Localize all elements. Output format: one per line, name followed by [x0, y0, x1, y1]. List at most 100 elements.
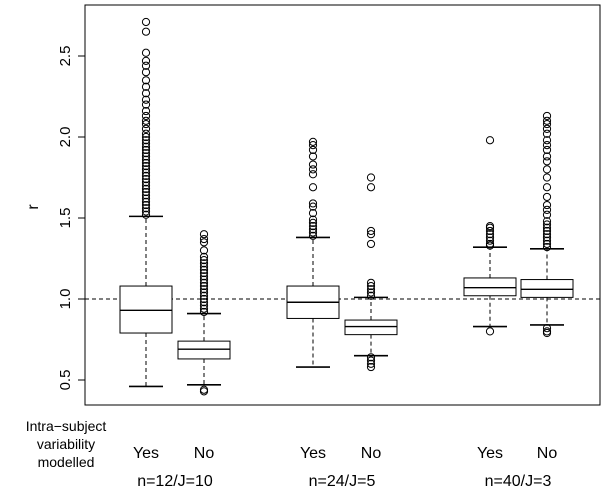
group-label: n=24/J=5 — [309, 473, 376, 490]
outlier-point — [199, 385, 209, 394]
outlier-point — [366, 281, 376, 291]
outlier-point — [141, 136, 151, 145]
outlier-point — [542, 165, 552, 174]
y-tick-label: 2.0 — [57, 127, 74, 148]
outlier-point — [308, 202, 318, 211]
outlier-point — [542, 111, 552, 121]
outlier-point — [141, 48, 151, 57]
outlier-point — [542, 136, 552, 145]
outlier-point — [542, 230, 552, 239]
box-body — [344, 319, 398, 336]
outlier-point — [141, 210, 151, 219]
outlier-point — [485, 222, 495, 231]
outlier-point — [366, 239, 376, 249]
row-header-line: modelled — [38, 454, 95, 470]
outlier-point — [199, 265, 209, 274]
row-header-line: variability — [37, 436, 95, 452]
outlier-point — [199, 238, 209, 247]
outlier-point — [141, 187, 151, 197]
outlier-point — [199, 272, 209, 281]
outlier-point — [141, 155, 151, 164]
outlier-point — [308, 222, 318, 231]
outlier-point — [141, 178, 151, 187]
box-3 — [286, 137, 340, 368]
outlier-point — [542, 200, 552, 210]
outlier-point — [308, 152, 318, 161]
outlier-point — [199, 259, 209, 268]
outlier-point — [141, 56, 151, 65]
y-tick-label: 1.5 — [57, 208, 74, 229]
outlier-point — [141, 162, 151, 171]
outlier-point — [542, 226, 552, 236]
outlier-point — [542, 141, 552, 150]
outlier-point — [485, 327, 495, 336]
outlier-point — [141, 200, 151, 210]
outlier-point — [308, 199, 318, 208]
outlier-point — [542, 157, 552, 166]
outlier-point — [542, 116, 552, 125]
outlier-point — [199, 252, 209, 261]
outlier-point — [199, 291, 209, 300]
outlier-point — [199, 246, 209, 255]
outlier-point — [542, 124, 552, 133]
outlier-point — [141, 197, 151, 206]
outlier-point — [542, 239, 552, 249]
category-label-yes: Yes — [133, 445, 159, 462]
row-header: Intra−subject variability modelled — [26, 418, 107, 470]
box-body — [119, 285, 173, 334]
box-body — [177, 340, 231, 360]
outlier-point — [199, 230, 209, 239]
outlier-point — [199, 387, 209, 396]
plot-frame — [84, 4, 601, 406]
outlier-point — [199, 298, 209, 307]
outlier-point — [199, 307, 209, 317]
outlier-point — [542, 152, 552, 161]
outlier-point — [141, 116, 151, 125]
outlier-point — [199, 256, 209, 265]
outlier-point — [542, 223, 552, 232]
outlier-point — [141, 181, 151, 190]
outlier-point — [141, 171, 151, 180]
outlier-point — [542, 210, 552, 219]
outlier-point — [141, 139, 151, 148]
outlier-point — [141, 132, 151, 142]
outlier-point — [485, 136, 495, 145]
outlier-point — [542, 220, 552, 229]
outlier-point — [141, 194, 151, 203]
outlier-point — [199, 275, 209, 284]
outlier-point — [308, 183, 318, 192]
category-label-yes: Yes — [300, 445, 326, 462]
outlier-point — [141, 168, 151, 177]
outlier-point — [141, 207, 151, 216]
y-axis-label: r — [25, 204, 42, 210]
box-body — [520, 279, 574, 298]
outlier-point — [308, 218, 318, 227]
category-label-no: No — [537, 445, 558, 462]
outlier-point — [199, 262, 209, 271]
outlier-point — [366, 291, 376, 300]
y-tick-label: 2.5 — [57, 46, 74, 67]
box-body — [463, 277, 517, 297]
outlier-point — [141, 17, 151, 27]
outlier-point — [199, 268, 209, 278]
outlier-point — [366, 226, 376, 236]
group-labels: n=12/J=10 n=24/J=5 n=40/J=3 — [137, 473, 551, 490]
outlier-point — [485, 236, 495, 245]
outlier-point — [141, 111, 151, 121]
outlier-point — [485, 239, 495, 249]
category-label-no: No — [194, 445, 215, 462]
outlier-point — [542, 205, 552, 214]
group-label: n=40/J=3 — [485, 473, 552, 490]
outlier-point — [308, 165, 318, 174]
y-tick-label: 0.5 — [57, 370, 74, 391]
outlier-point — [141, 204, 151, 213]
outlier-point — [366, 356, 376, 365]
y-tick-label: 1.0 — [57, 289, 74, 310]
outlier-point — [542, 243, 552, 252]
outlier-point — [485, 226, 495, 236]
box-5 — [463, 136, 517, 336]
outlier-point — [141, 184, 151, 193]
outlier-point — [542, 145, 552, 155]
outlier-point — [308, 228, 318, 237]
boxes — [119, 17, 574, 396]
